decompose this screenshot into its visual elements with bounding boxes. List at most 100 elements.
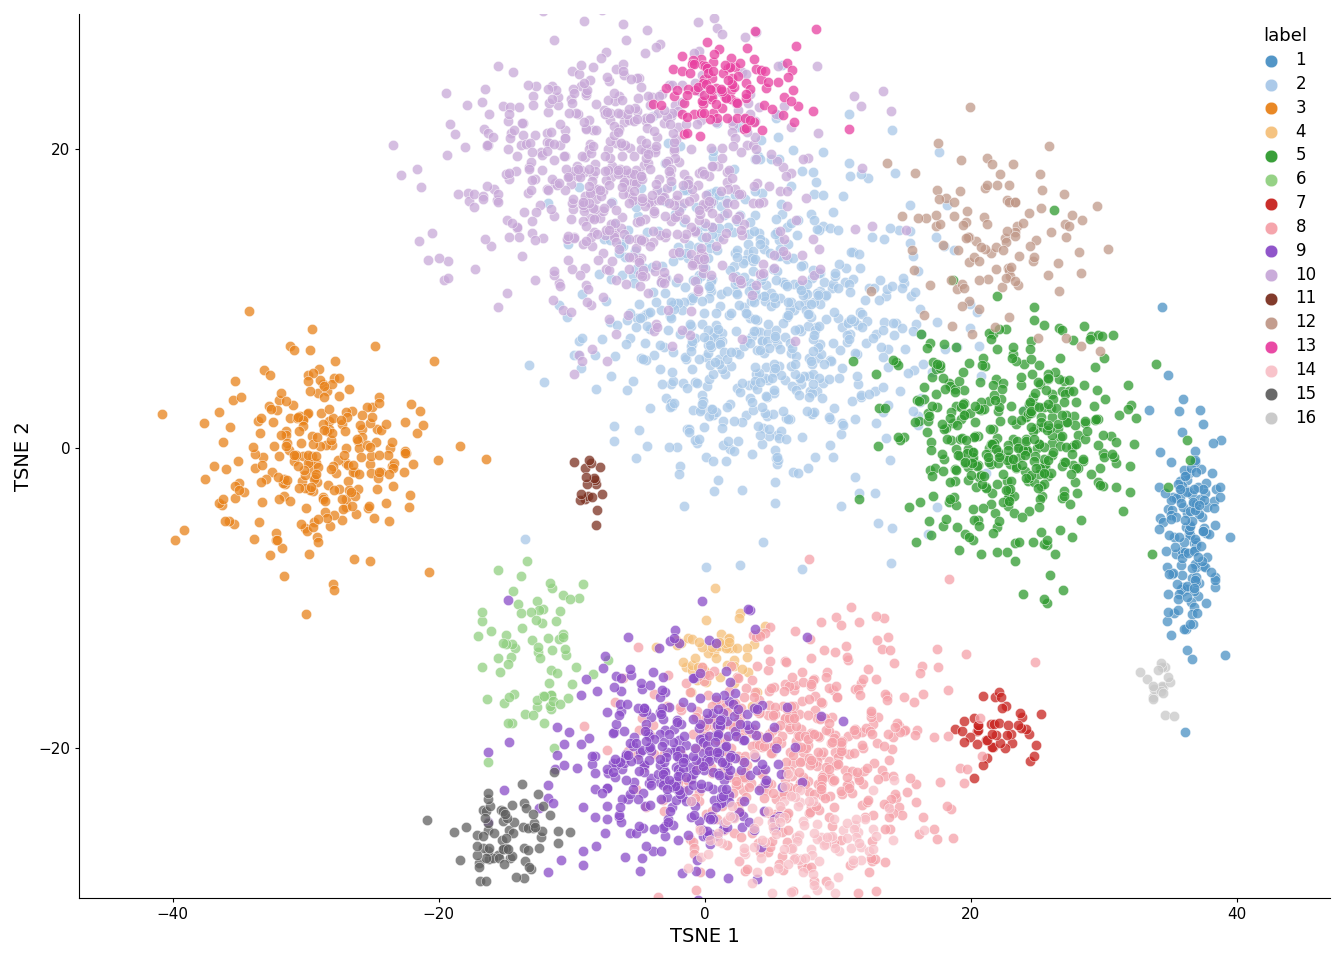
Point <box>899 770 921 785</box>
Point <box>219 513 241 528</box>
Point <box>301 448 323 464</box>
Point <box>970 369 992 384</box>
Point <box>637 146 659 161</box>
Point <box>1093 478 1114 493</box>
Point <box>692 393 714 408</box>
Point <box>1031 200 1052 215</box>
Point <box>722 170 743 185</box>
Point <box>581 229 602 245</box>
Point <box>798 368 820 383</box>
Point <box>763 811 785 827</box>
Point <box>734 722 755 737</box>
Point <box>680 220 702 235</box>
Point <box>673 95 695 110</box>
Point <box>943 490 965 505</box>
Point <box>524 273 546 288</box>
Point <box>711 795 732 810</box>
Point <box>735 121 757 136</box>
Point <box>860 704 882 719</box>
Point <box>1034 440 1055 455</box>
Point <box>212 434 234 449</box>
Point <box>652 701 673 716</box>
Point <box>577 82 598 97</box>
Point <box>585 209 606 225</box>
Point <box>503 584 524 599</box>
Point <box>665 773 687 788</box>
Point <box>688 720 710 735</box>
Point <box>329 412 351 427</box>
Point <box>511 248 532 263</box>
Point <box>488 851 509 866</box>
Point <box>801 842 823 857</box>
Point <box>526 693 547 708</box>
Point <box>669 247 691 262</box>
Point <box>558 724 579 739</box>
Point <box>875 769 896 784</box>
Point <box>640 771 661 786</box>
Point <box>599 151 621 166</box>
Point <box>788 466 809 481</box>
Point <box>379 440 401 455</box>
Point <box>613 186 634 202</box>
Point <box>939 404 961 420</box>
Point <box>1020 420 1042 435</box>
Point <box>677 782 699 798</box>
Point <box>698 732 719 748</box>
Point <box>669 458 691 473</box>
Point <box>691 93 712 108</box>
Point <box>605 694 626 709</box>
Point <box>796 860 817 876</box>
Point <box>941 318 962 333</box>
Point <box>763 289 785 304</box>
Point <box>616 162 637 178</box>
Point <box>1191 539 1212 554</box>
Point <box>1008 441 1030 456</box>
Point <box>515 136 536 152</box>
Point <box>909 393 930 408</box>
Point <box>208 495 230 511</box>
Point <box>301 322 323 337</box>
Point <box>1176 589 1198 605</box>
Point <box>707 744 728 759</box>
Point <box>1141 547 1163 563</box>
Point <box>317 511 339 526</box>
Point <box>941 433 962 448</box>
Point <box>739 336 761 351</box>
Point <box>765 323 786 338</box>
Point <box>1188 576 1210 591</box>
Point <box>622 373 644 389</box>
Point <box>569 590 590 606</box>
Point <box>664 141 685 156</box>
Point <box>973 401 995 417</box>
Point <box>1005 194 1027 209</box>
Point <box>1020 406 1042 421</box>
Point <box>629 252 650 268</box>
Point <box>719 750 741 765</box>
Point <box>582 122 603 137</box>
Point <box>754 405 775 420</box>
Point <box>968 401 989 417</box>
Point <box>427 452 449 468</box>
Point <box>823 811 844 827</box>
Point <box>750 62 771 78</box>
Point <box>1181 606 1203 621</box>
Point <box>1161 627 1183 642</box>
Point <box>540 201 562 216</box>
Point <box>1173 621 1195 636</box>
Point <box>1038 366 1059 381</box>
Point <box>1187 479 1208 494</box>
Point <box>1031 414 1052 429</box>
Point <box>569 348 590 363</box>
Point <box>800 353 821 369</box>
Point <box>999 493 1020 509</box>
Point <box>806 831 828 847</box>
Point <box>528 801 550 816</box>
Point <box>276 439 297 454</box>
Point <box>981 486 1003 501</box>
Point <box>1038 468 1059 484</box>
Point <box>754 371 775 386</box>
Point <box>875 400 896 416</box>
Point <box>878 359 899 374</box>
Point <box>702 803 723 818</box>
Point <box>224 373 246 389</box>
